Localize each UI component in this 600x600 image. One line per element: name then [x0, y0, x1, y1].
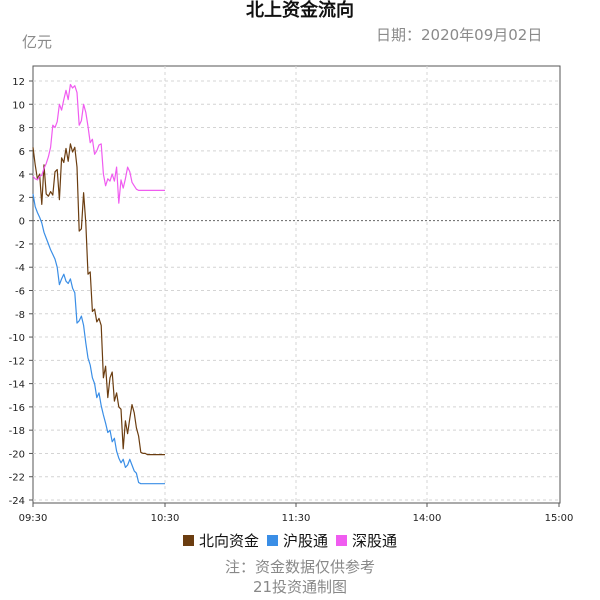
legend-item-sh: 沪股通	[267, 530, 328, 551]
y-tick-label: -4	[15, 263, 25, 274]
y-tick-label: 2	[19, 193, 25, 204]
y-tick-label: -22	[9, 473, 25, 484]
y-tick-label: 12	[12, 77, 25, 88]
footnote-line-1: 注：资金数据仅供参考	[224, 558, 375, 576]
x-tick-label: 10:30	[151, 513, 180, 524]
y-tick-label: -12	[9, 356, 25, 367]
y-tick-label: 6	[19, 147, 25, 158]
x-tick-label: 09:30	[19, 513, 48, 524]
north-series-line	[32, 143, 165, 456]
legend-label-sz: 深股通	[352, 532, 398, 550]
y-tick-label: 8	[19, 124, 25, 135]
y-tick-label: -20	[9, 449, 25, 460]
y-tick-label: 0	[19, 217, 25, 228]
footnote-line-2: 21投资通制图	[252, 578, 348, 596]
legend-item-north: 北向资金	[183, 530, 259, 551]
footnote: 注：资金数据仅供参考 21投资通制图	[0, 557, 600, 597]
legend-label-sh: 沪股通	[283, 532, 329, 550]
y-tick-label: -24	[9, 496, 25, 507]
y-tick-label: 10	[12, 100, 25, 111]
y-tick-label: -18	[9, 426, 25, 437]
x-tick-label: 11:30	[282, 513, 311, 524]
sh-series-line	[32, 193, 165, 485]
y-tick-label: -10	[9, 333, 25, 344]
legend-swatch-sz	[336, 535, 348, 546]
legend-swatch-sh	[267, 535, 279, 546]
legend: 北向资金 沪股通 深股通	[183, 530, 405, 551]
y-tick-label: -16	[9, 403, 25, 414]
legend-label-north: 北向资金	[199, 532, 260, 550]
date-label: 日期：2020年09月02日	[376, 26, 543, 44]
unit-label: 亿元	[22, 33, 53, 51]
legend-item-sz: 深股通	[336, 530, 397, 551]
y-tick-label: -8	[15, 310, 25, 321]
sz-series-line	[32, 83, 165, 204]
chart-title: 北上资金流向	[246, 0, 354, 21]
y-tick-label: -6	[15, 287, 25, 298]
y-tick-label: 4	[19, 170, 25, 181]
x-tick-label: 15:00	[545, 513, 574, 524]
y-tick-label: -2	[15, 240, 25, 251]
legend-swatch-north	[183, 535, 194, 546]
x-tick-label: 14:00	[413, 513, 442, 524]
y-tick-label: -14	[9, 380, 25, 391]
